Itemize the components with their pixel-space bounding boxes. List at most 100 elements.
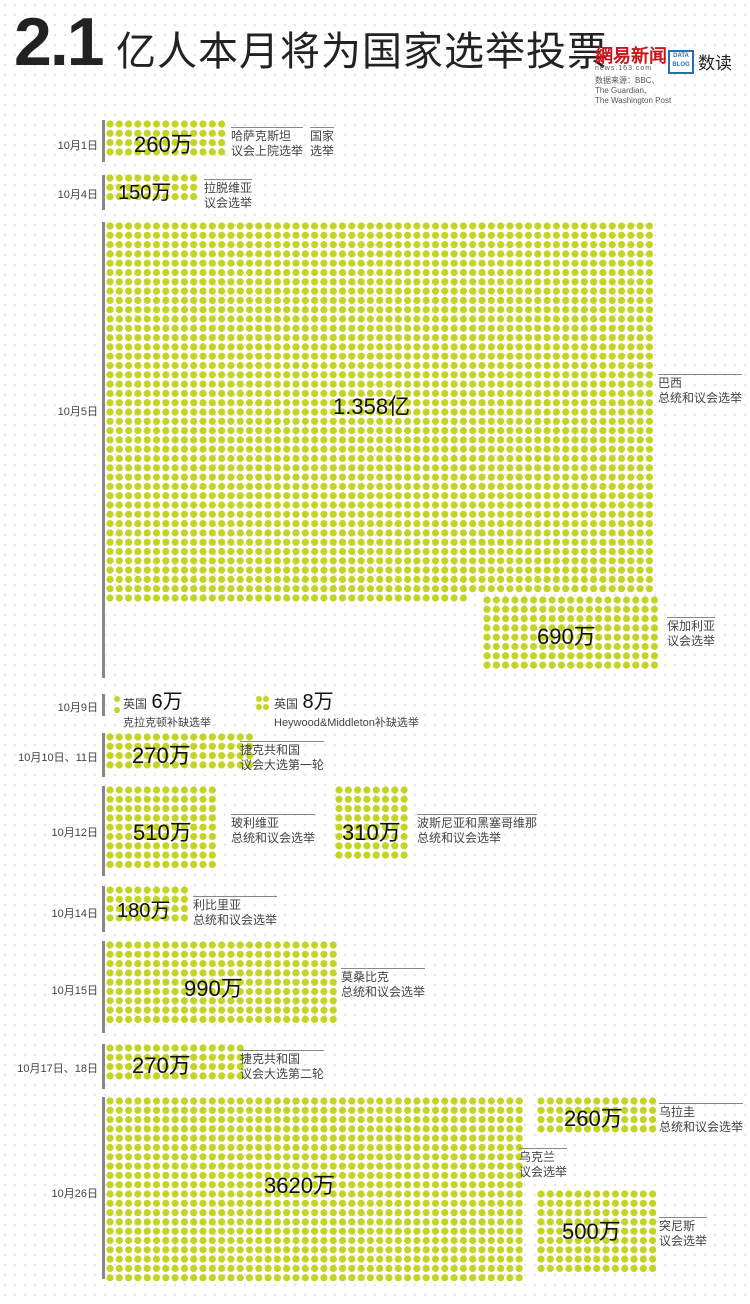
brazil-dots bbox=[180, 585, 188, 593]
ukraine-dots bbox=[478, 1209, 486, 1217]
ukraine-dots bbox=[431, 1199, 440, 1207]
czech2-dots bbox=[199, 1053, 207, 1061]
brazil-dots bbox=[329, 473, 337, 481]
ukraine-dots bbox=[152, 1218, 161, 1226]
uk-dots bbox=[114, 696, 120, 702]
brazil-dots bbox=[218, 482, 226, 490]
ukraine-dots bbox=[366, 1106, 374, 1114]
czech2-dots bbox=[162, 1072, 170, 1080]
brazil-dots bbox=[255, 566, 263, 574]
brazil-dots bbox=[478, 231, 486, 239]
czech1-dots bbox=[180, 733, 188, 741]
ukraine-dots bbox=[106, 1106, 114, 1114]
mozambique-dots bbox=[180, 950, 188, 958]
brazil-dots bbox=[357, 445, 365, 453]
mozambique-dots bbox=[162, 950, 170, 958]
brazil-dots bbox=[236, 334, 244, 342]
brazil-dots bbox=[227, 501, 235, 509]
czech1-dots bbox=[227, 742, 235, 750]
bulgaria-dots bbox=[613, 633, 621, 641]
brazil-dots bbox=[292, 408, 300, 416]
brazil-dots bbox=[580, 389, 588, 397]
brazil-dots bbox=[162, 306, 170, 314]
brazil-dots bbox=[562, 361, 570, 370]
brazil-dots bbox=[636, 268, 644, 277]
brazil-dots bbox=[357, 594, 365, 602]
brazil-dots bbox=[571, 287, 579, 295]
brazil-dots bbox=[106, 324, 114, 332]
ukraine-dots bbox=[357, 1255, 365, 1263]
mozambique-dots bbox=[255, 1015, 263, 1024]
brazil-dots bbox=[162, 287, 170, 295]
kazakhstan-dots bbox=[143, 148, 151, 156]
brazil-dots bbox=[264, 510, 272, 518]
brazil-dots bbox=[506, 529, 514, 537]
bulgaria-dots bbox=[604, 652, 612, 660]
brazil-dots bbox=[171, 594, 179, 602]
brazil-dots bbox=[338, 454, 347, 463]
brazil-dots bbox=[106, 594, 114, 602]
brazil-dots bbox=[515, 464, 523, 472]
brazil-dots bbox=[338, 324, 347, 332]
bosnia-dots bbox=[381, 842, 390, 850]
brazil-dots bbox=[478, 408, 486, 416]
brazil-dots bbox=[515, 231, 523, 239]
brazil-dots bbox=[348, 538, 356, 546]
brazil-dots bbox=[227, 575, 235, 584]
ukraine-dots bbox=[311, 1171, 319, 1179]
ukraine-dots bbox=[227, 1227, 235, 1235]
ukraine-dots bbox=[515, 1190, 523, 1198]
brazil-dots bbox=[552, 352, 561, 360]
kazakhstan-dots bbox=[171, 148, 179, 156]
mozambique-dots bbox=[115, 950, 123, 958]
brazil-dots bbox=[497, 482, 505, 490]
brazil-dots bbox=[441, 436, 449, 444]
brazil-dots bbox=[162, 445, 170, 453]
brazil-dots bbox=[562, 268, 570, 277]
brazil-dots bbox=[338, 417, 347, 425]
mozambique-dots bbox=[320, 997, 328, 1005]
ukraine-dots bbox=[255, 1162, 263, 1170]
bulgaria-dots bbox=[483, 596, 491, 604]
bosnia-dots bbox=[391, 795, 399, 803]
brazil-dots bbox=[115, 547, 123, 556]
uruguay-dots bbox=[621, 1106, 629, 1114]
brazil-dots bbox=[190, 417, 198, 425]
brazil-dots bbox=[627, 454, 635, 463]
brazil-dots bbox=[106, 231, 114, 239]
brazil-dots bbox=[524, 473, 533, 481]
brazil-dots bbox=[348, 510, 356, 518]
tunisia-dots bbox=[611, 1255, 620, 1263]
brazil-dots bbox=[469, 278, 477, 286]
mozambique-dots bbox=[143, 941, 151, 949]
brazil-dots bbox=[171, 454, 179, 463]
bulgaria-dots bbox=[511, 633, 519, 641]
brazil-dots bbox=[571, 389, 579, 397]
ukraine-dots bbox=[236, 1199, 244, 1207]
brazil-dots bbox=[617, 259, 626, 267]
ukraine-dots bbox=[134, 1199, 142, 1207]
brazil-dots bbox=[385, 501, 393, 509]
brazil-dots bbox=[115, 315, 123, 323]
ukraine-dots bbox=[180, 1153, 188, 1161]
brazil-dots bbox=[152, 501, 161, 509]
brazil-dots bbox=[264, 547, 272, 556]
liberia-dots bbox=[106, 914, 114, 922]
brazil-dots bbox=[311, 594, 319, 602]
bolivia-dots bbox=[134, 832, 142, 841]
brazil-dots bbox=[413, 306, 421, 314]
brazil-dots bbox=[385, 417, 393, 425]
bolivia-dots bbox=[171, 823, 179, 831]
ukraine-dots bbox=[311, 1106, 319, 1114]
brazil-dots bbox=[115, 250, 123, 258]
brazil-dots bbox=[413, 492, 421, 500]
mozambique-dots bbox=[292, 941, 300, 949]
brazil-dots bbox=[413, 547, 421, 556]
mozambique-dots bbox=[236, 1015, 244, 1024]
brazil-dots bbox=[478, 278, 486, 286]
brazil-dots bbox=[478, 538, 486, 546]
bolivia-dots bbox=[162, 851, 170, 859]
bulgaria-dots bbox=[641, 642, 649, 651]
brazil-dots bbox=[552, 473, 561, 481]
tunisia-dots bbox=[611, 1264, 620, 1272]
